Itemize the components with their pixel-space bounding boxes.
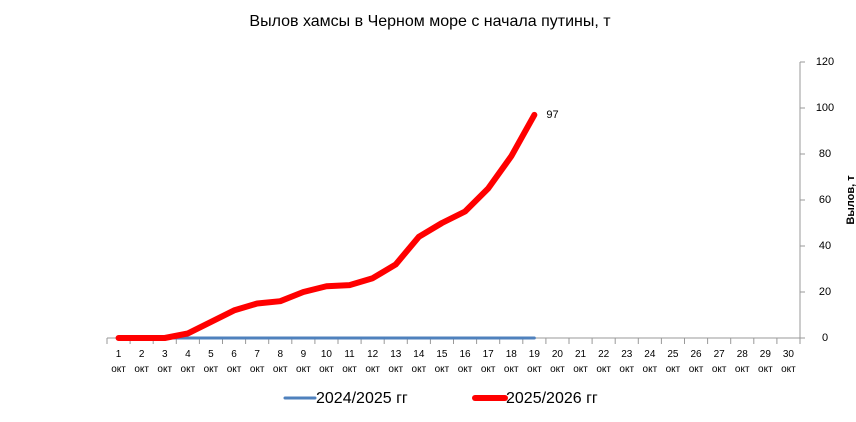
- x-tick-label: 18 окт: [503, 349, 519, 375]
- x-tick-label: 22 окт: [596, 349, 611, 375]
- x-tick-label: 4 окт: [180, 349, 196, 375]
- x-tick-label: 20 окт: [550, 349, 565, 375]
- x-tick-label: 7 окт: [249, 349, 265, 375]
- x-tick-label-box: 8 окт: [272, 349, 288, 375]
- x-tick-label: 5 окт: [203, 349, 219, 375]
- y-tick-label: 80: [819, 148, 831, 160]
- x-tick-label: 10 окт: [319, 349, 334, 375]
- y-tick-label: 20: [819, 286, 831, 298]
- x-tick-label-box: 28 окт: [734, 349, 750, 375]
- x-tick-label: 9 окт: [296, 349, 311, 375]
- y-axis-label: Вылов, т: [845, 175, 856, 225]
- x-tick-label: 6 окт: [226, 349, 242, 375]
- x-tick-label: 21 окт: [573, 349, 588, 375]
- x-tick-label: 19 окт: [527, 349, 542, 375]
- x-tick-label: 2 окт: [134, 349, 149, 375]
- x-tick-label-box: 10 окт: [319, 349, 334, 375]
- x-tick-label: 11 окт: [342, 349, 357, 375]
- x-tick-label: 29 окт: [758, 349, 773, 375]
- data-label: 97: [546, 109, 558, 121]
- x-tick-label: 28 окт: [734, 349, 750, 375]
- series-line: [115, 111, 538, 341]
- x-tick-label: 12 окт: [365, 349, 380, 375]
- x-tick-label-box: 3 окт: [157, 349, 173, 375]
- x-tick-label: 3 окт: [157, 349, 173, 375]
- x-tick-label-box: 7 окт: [249, 349, 265, 375]
- x-tick-label-box: 5 окт: [203, 349, 219, 375]
- y-tick-label: 40: [819, 240, 831, 252]
- x-tick-label-box: 25 окт: [665, 349, 681, 375]
- x-tick-label: 16 окт: [457, 349, 473, 375]
- y-tick-label: 120: [816, 56, 834, 68]
- x-tick-label: 1 окт: [111, 349, 126, 375]
- x-tick-label: 14 окт: [411, 349, 427, 375]
- x-tick-label-box: 13 окт: [388, 349, 404, 375]
- y-tick-label: 60: [819, 194, 831, 206]
- x-tick-label: 8 окт: [272, 349, 288, 375]
- x-tick-label-box: 26 окт: [688, 349, 704, 375]
- x-tick-label: 26 окт: [688, 349, 704, 375]
- x-tick-label: 15 окт: [434, 349, 450, 375]
- x-tick-label-box: 9 окт: [296, 349, 311, 375]
- x-tick-label-box: 16 окт: [457, 349, 473, 375]
- x-tick-label-box: 1 окт: [111, 349, 126, 375]
- x-tick-label-box: 24 окт: [642, 349, 658, 375]
- legend-label: 2024/2025 гг: [316, 390, 408, 407]
- x-tick-label-box: 27 окт: [711, 349, 727, 375]
- x-tick-label-box: 30 окт: [781, 349, 796, 375]
- x-tick-label: 13 окт: [388, 349, 404, 375]
- x-tick-label: 30 окт: [781, 349, 796, 375]
- x-tick-label-box: 11 окт: [342, 349, 357, 375]
- x-tick-label-box: 4 окт: [180, 349, 196, 375]
- x-tick-label-box: 17 окт: [480, 349, 496, 375]
- x-tick-label-box: 18 окт: [503, 349, 519, 375]
- x-tick-label: 25 окт: [665, 349, 681, 375]
- y-tick-label: 0: [822, 332, 828, 344]
- x-tick-label: 17 окт: [480, 349, 496, 375]
- x-tick-label-box: 12 окт: [365, 349, 380, 375]
- x-tick-label-box: 19 окт: [527, 349, 542, 375]
- x-tick-label: 27 окт: [711, 349, 727, 375]
- legend-label: 2025/2026 гг: [506, 390, 598, 407]
- x-tick-label-box: 6 окт: [226, 349, 242, 375]
- x-tick-label-box: 20 окт: [550, 349, 565, 375]
- x-tick-label: 24 окт: [642, 349, 658, 375]
- x-tick-label-box: 22 окт: [596, 349, 611, 375]
- x-tick-label-box: 14 окт: [411, 349, 427, 375]
- x-tick-label-box: 2 окт: [134, 349, 149, 375]
- x-tick-label-box: 29 окт: [758, 349, 773, 375]
- y-tick-label: 100: [816, 102, 834, 114]
- chart-title: Вылов хамсы в Черном море с начала путин…: [249, 13, 611, 30]
- x-tick-label-box: 15 окт: [434, 349, 450, 375]
- x-tick-label: 23 окт: [619, 349, 635, 375]
- x-tick-label-box: 23 окт: [619, 349, 635, 375]
- x-tick-label-box: 21 окт: [573, 349, 588, 375]
